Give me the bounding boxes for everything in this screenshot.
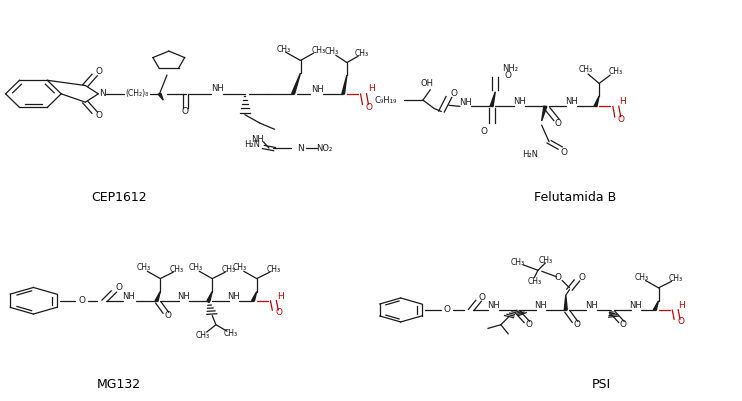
Text: CH₃: CH₃ bbox=[312, 46, 326, 55]
Text: NH: NH bbox=[177, 292, 190, 301]
Text: O: O bbox=[505, 71, 512, 79]
Text: CH₃: CH₃ bbox=[668, 274, 683, 283]
Text: O: O bbox=[555, 119, 562, 128]
Text: O: O bbox=[115, 284, 122, 292]
Text: NH: NH bbox=[252, 135, 264, 144]
Text: O: O bbox=[479, 293, 486, 302]
Text: NO₂: NO₂ bbox=[317, 144, 332, 152]
Text: NH: NH bbox=[122, 292, 135, 301]
Text: NH: NH bbox=[565, 97, 578, 105]
Text: CH₃: CH₃ bbox=[137, 263, 151, 272]
Text: CH₃: CH₃ bbox=[223, 330, 238, 338]
Text: O: O bbox=[560, 148, 568, 157]
Text: H₂N: H₂N bbox=[244, 140, 260, 150]
Text: H₂N: H₂N bbox=[522, 150, 539, 159]
Text: NH₂: NH₂ bbox=[502, 64, 518, 73]
Text: CH₃: CH₃ bbox=[527, 277, 542, 286]
Text: NH: NH bbox=[487, 301, 500, 310]
Text: CH₃: CH₃ bbox=[222, 265, 236, 274]
Polygon shape bbox=[252, 292, 257, 301]
Text: NH: NH bbox=[227, 292, 240, 301]
Text: (CH₂)₈: (CH₂)₈ bbox=[125, 89, 149, 98]
Text: C₉H₁₉: C₉H₁₉ bbox=[375, 95, 397, 105]
Text: CH₃: CH₃ bbox=[538, 256, 553, 265]
Text: N: N bbox=[99, 89, 105, 98]
Text: CH₃: CH₃ bbox=[266, 265, 280, 274]
Text: H: H bbox=[367, 84, 375, 93]
Text: CH₃: CH₃ bbox=[608, 67, 623, 77]
Text: NH: NH bbox=[534, 301, 548, 310]
Text: H: H bbox=[277, 292, 283, 301]
Polygon shape bbox=[542, 106, 547, 121]
Text: O: O bbox=[677, 318, 684, 326]
Text: CH₃: CH₃ bbox=[277, 45, 291, 53]
Text: O: O bbox=[182, 107, 189, 116]
Polygon shape bbox=[158, 93, 163, 100]
Text: O: O bbox=[275, 308, 283, 317]
Text: O: O bbox=[620, 320, 627, 329]
Text: NH: NH bbox=[629, 301, 642, 310]
Polygon shape bbox=[155, 292, 160, 301]
Text: H: H bbox=[619, 97, 626, 105]
Text: CH₃: CH₃ bbox=[634, 273, 649, 282]
Text: O: O bbox=[164, 311, 171, 320]
Text: O: O bbox=[366, 103, 372, 112]
Text: O: O bbox=[481, 127, 487, 136]
Text: O: O bbox=[444, 306, 450, 314]
Text: CH₃: CH₃ bbox=[196, 331, 210, 340]
Text: CH₃: CH₃ bbox=[325, 47, 339, 56]
Text: O: O bbox=[96, 67, 103, 77]
Text: NH: NH bbox=[459, 98, 472, 107]
Text: O: O bbox=[618, 115, 625, 124]
Text: NH: NH bbox=[311, 85, 324, 94]
Text: O: O bbox=[96, 111, 103, 120]
Text: CEP1612: CEP1612 bbox=[91, 191, 146, 205]
Polygon shape bbox=[342, 75, 347, 94]
Text: NH: NH bbox=[211, 84, 223, 93]
Text: PSI: PSI bbox=[591, 378, 611, 391]
Text: H: H bbox=[678, 301, 686, 310]
Text: CH₃: CH₃ bbox=[579, 65, 594, 74]
Polygon shape bbox=[654, 301, 659, 310]
Text: NH: NH bbox=[585, 301, 597, 310]
Text: CH₃: CH₃ bbox=[510, 257, 525, 267]
Text: CH₃: CH₃ bbox=[233, 263, 247, 272]
Text: MG132: MG132 bbox=[96, 378, 141, 391]
Polygon shape bbox=[292, 73, 301, 94]
Polygon shape bbox=[564, 295, 568, 310]
Text: O: O bbox=[574, 320, 580, 329]
Polygon shape bbox=[207, 292, 212, 301]
Text: Felutamida B: Felutamida B bbox=[534, 191, 616, 205]
Polygon shape bbox=[490, 92, 496, 106]
Text: CH₃: CH₃ bbox=[188, 263, 203, 272]
Text: O: O bbox=[525, 320, 532, 329]
Text: CH₃: CH₃ bbox=[355, 49, 369, 58]
Text: CH₃: CH₃ bbox=[170, 265, 184, 274]
Text: OH: OH bbox=[420, 79, 433, 88]
Polygon shape bbox=[594, 96, 600, 107]
Text: NH: NH bbox=[513, 97, 526, 105]
Text: O: O bbox=[451, 89, 458, 98]
Text: N: N bbox=[297, 144, 304, 152]
Text: O: O bbox=[555, 273, 562, 282]
Text: O: O bbox=[579, 273, 586, 282]
Text: O: O bbox=[79, 296, 86, 305]
